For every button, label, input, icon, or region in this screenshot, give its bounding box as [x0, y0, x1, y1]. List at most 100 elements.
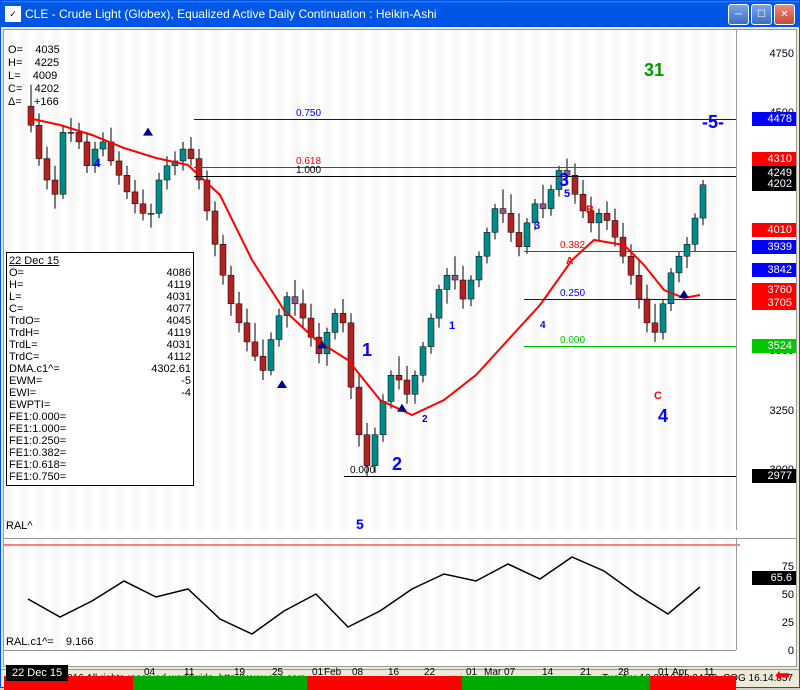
price-level-box: 3705 — [752, 296, 796, 310]
data-row: EWI=-4 — [9, 387, 191, 399]
elliott-wave-label: B — [586, 204, 594, 216]
data-row: TrdL=4031 — [9, 339, 191, 351]
titlebar[interactable]: ✓ CLE - Crude Light (Globex), Equalized … — [1, 1, 799, 27]
app-icon: ✓ — [5, 6, 21, 22]
fib-line — [524, 299, 736, 300]
data-row: C=4077 — [9, 303, 191, 315]
price-tick: 4750 — [770, 48, 794, 60]
oscillator-panel[interactable]: RAL.c1^= 9.166 — [4, 538, 736, 650]
scroll-right-arrow-icon[interactable]: ⬅ — [775, 665, 790, 686]
elliott-wave-label: C — [654, 390, 662, 402]
ral-label: RAL^ — [6, 520, 33, 530]
time-tick: 16 — [388, 667, 399, 678]
time-tick: 07 — [504, 667, 515, 678]
price-level-box: 3939 — [752, 240, 796, 254]
month-label: Feb — [324, 667, 341, 678]
time-tick: 01 — [312, 667, 323, 678]
ohlc-summary: O= 4035 H= 4225 L= 4009 C= 4202 Δ= +166 — [8, 44, 60, 109]
time-tick: 19 — [234, 667, 245, 678]
elliott-wave-label: 4 — [540, 320, 546, 331]
fib-line — [524, 346, 736, 347]
fib-line — [194, 119, 736, 120]
fib-label: 0.000 — [350, 465, 375, 476]
price-level-box: 4202 — [752, 177, 796, 191]
elliott-wave-label: A — [566, 256, 573, 267]
data-row: TrdH=4119 — [9, 327, 191, 339]
indicator-tick: 25 — [782, 617, 794, 629]
data-row: FE1:0.750= — [9, 471, 191, 483]
time-tick: 25 — [272, 667, 283, 678]
cursor-data-panel: 22 Dec 15 O=4086H=4119L=4031C=4077TrdO=4… — [6, 252, 194, 486]
close-button[interactable]: ✕ — [774, 4, 795, 25]
fib-label: 0.750 — [296, 108, 321, 119]
data-row: L=4031 — [9, 291, 191, 303]
time-axis[interactable]: 22 Dec 15 ⬅ 0411192501081622010714212801… — [4, 650, 736, 690]
data-row: EWPTI= — [9, 399, 191, 411]
price-level-box: 3760 — [752, 283, 796, 297]
price-level-box: 2977 — [752, 469, 796, 483]
time-tick: 21 — [580, 667, 591, 678]
data-row: FE1:0.618= — [9, 459, 191, 471]
elliott-wave-label: 2 — [392, 454, 402, 475]
indicator-label: RAL.c1^= 9.166 — [6, 636, 93, 648]
indicator-tick: 0 — [788, 645, 794, 657]
time-tick: 04 — [144, 667, 155, 678]
elliott-wave-label: 2 — [422, 414, 428, 425]
data-row: FE1:0.000= — [9, 411, 191, 423]
data-row: O=4086 — [9, 267, 191, 279]
fib-line — [194, 176, 736, 177]
indicator-canvas — [4, 539, 740, 651]
elliott-wave-label: 3 — [534, 220, 540, 232]
month-label: Mar — [484, 667, 501, 678]
fib-line — [524, 251, 736, 252]
elliott-wave-label: 1 — [449, 320, 455, 332]
time-tick: 11 — [704, 667, 714, 678]
cursor-date-box: 22 Dec 15 — [6, 665, 68, 681]
data-row: H=4119 — [9, 279, 191, 291]
fib-label: 0.382 — [560, 240, 585, 251]
indicator-value-box: 65.6 — [752, 571, 796, 585]
elliott-wave-label: 31 — [644, 60, 664, 81]
price-axis: 4750450042504000375035003250300044784310… — [736, 30, 796, 530]
time-tick: 22 — [424, 667, 435, 678]
fib-label: 0.250 — [560, 288, 585, 299]
chart-container: 0.7500.6181.0000.3820.2500.0000.000 431-… — [3, 29, 797, 667]
fib-line — [344, 476, 736, 477]
maximize-button[interactable]: ☐ — [751, 4, 772, 25]
fib-label: 1.000 — [296, 165, 321, 176]
price-level-box: 4010 — [752, 223, 796, 237]
price-level-box: 4310 — [752, 152, 796, 166]
data-row: TrdC=4112 — [9, 351, 191, 363]
data-row: TrdO=4045 — [9, 315, 191, 327]
indicator-tick: 50 — [782, 589, 794, 601]
month-label: Apr — [672, 667, 688, 678]
time-tick: 11 — [184, 667, 194, 678]
data-row: FE1:0.382= — [9, 447, 191, 459]
app-window: ✓ CLE - Crude Light (Globex), Equalized … — [0, 0, 800, 688]
indicator-axis: 755025065.6 — [736, 538, 796, 650]
time-tick: 08 — [352, 667, 363, 678]
data-row: DMA.c1^=4302.61 — [9, 363, 191, 375]
time-tick: 14 — [542, 667, 553, 678]
elliott-wave-label: 1 — [362, 340, 372, 361]
elliott-wave-label: -5- — [702, 112, 724, 133]
elliott-wave-label: 5 — [564, 188, 570, 200]
price-level-box: 3842 — [752, 263, 796, 277]
price-chart[interactable]: 0.7500.6181.0000.3820.2500.0000.000 431-… — [4, 30, 736, 530]
elliott-wave-label: 4 — [94, 156, 101, 170]
data-row: EWM=-5 — [9, 375, 191, 387]
time-tick: 01 — [658, 667, 669, 678]
elliott-wave-label: 4 — [658, 406, 668, 427]
elliott-wave-label: 5 — [356, 516, 364, 530]
minimize-button[interactable]: ─ — [728, 4, 749, 25]
data-row: FE1:1.000= — [9, 423, 191, 435]
fib-line — [194, 167, 736, 168]
fib-label: 0.000 — [560, 335, 585, 346]
price-level-box: 3524 — [752, 339, 796, 353]
data-row: FE1:0.250= — [9, 435, 191, 447]
time-tick: 28 — [618, 667, 629, 678]
price-tick: 3250 — [770, 405, 794, 417]
time-tick: 01 — [466, 667, 477, 678]
window-title: CLE - Crude Light (Globex), Equalized Ac… — [25, 7, 728, 21]
price-level-box: 4478 — [752, 112, 796, 126]
